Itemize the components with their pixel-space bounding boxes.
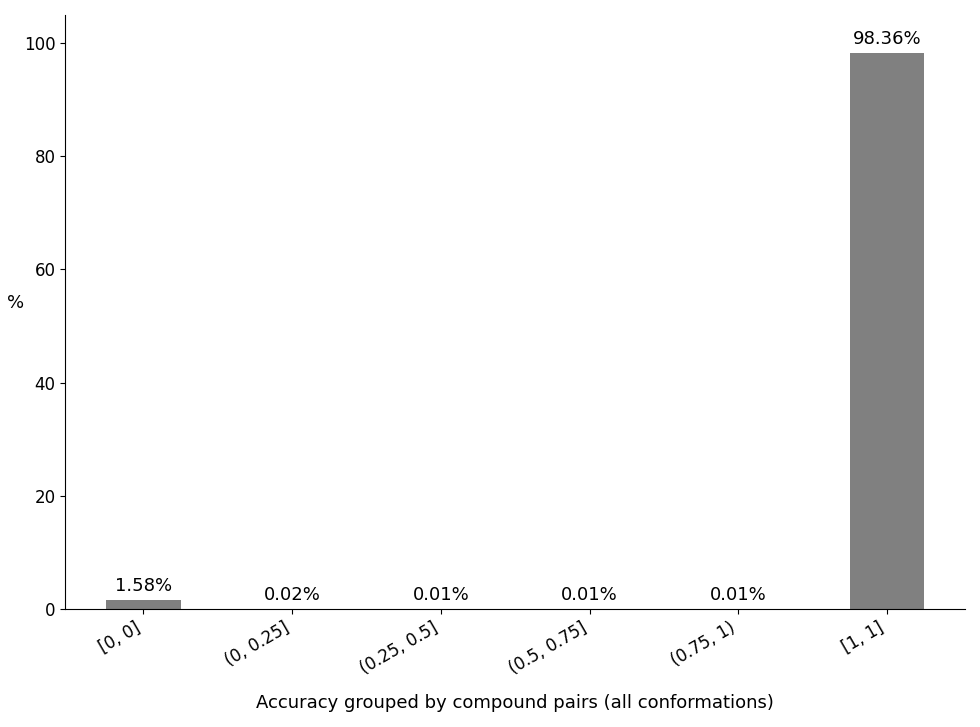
Bar	[106, 600, 180, 608]
Text: 1.58%: 1.58%	[115, 577, 172, 595]
X-axis label: Accuracy grouped by compound pairs (all conformations): Accuracy grouped by compound pairs (all …	[256, 694, 774, 712]
Bar	[850, 52, 924, 608]
Text: 0.02%: 0.02%	[264, 586, 320, 604]
Text: 0.01%: 0.01%	[413, 586, 469, 604]
Text: 98.36%: 98.36%	[853, 30, 921, 48]
Text: 0.01%: 0.01%	[562, 586, 618, 604]
Y-axis label: %: %	[7, 294, 24, 312]
Text: 0.01%: 0.01%	[710, 586, 766, 604]
